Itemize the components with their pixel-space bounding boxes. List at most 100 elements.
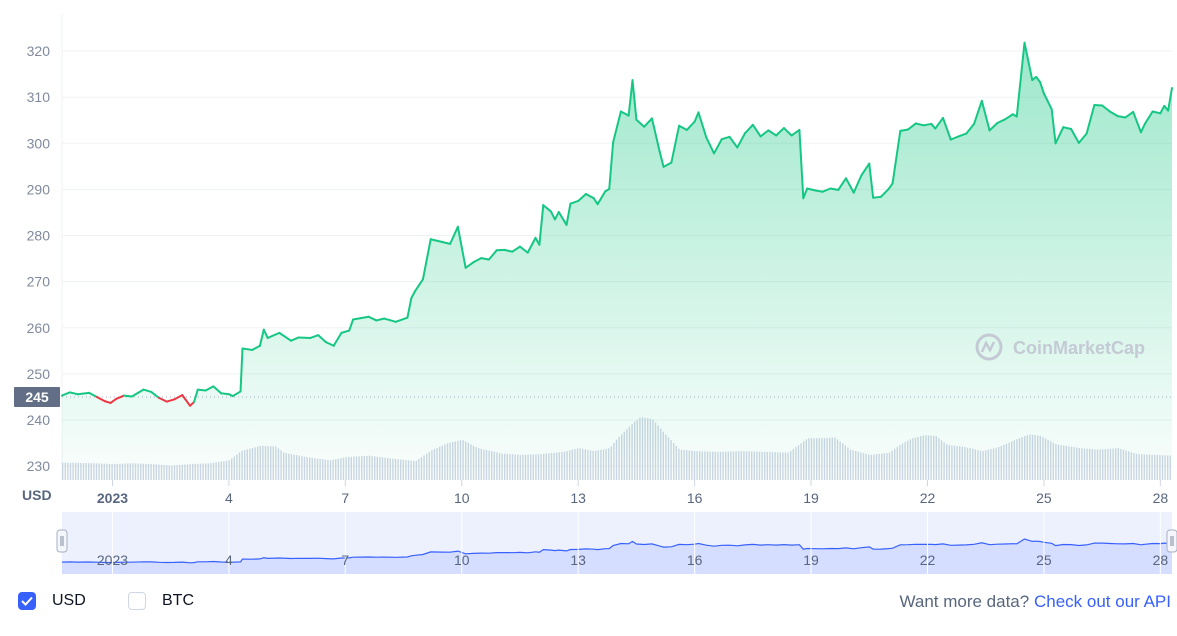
price-segment bbox=[1143, 110, 1154, 125]
navigator-left-handle[interactable] bbox=[56, 529, 68, 553]
price-segment bbox=[813, 189, 824, 193]
price-segment bbox=[907, 122, 917, 131]
price-segment bbox=[115, 394, 126, 400]
x-tick-label: 13 bbox=[570, 490, 586, 506]
y-tick-label: 270 bbox=[27, 274, 51, 290]
coinmarketcap-logo-mark-icon bbox=[980, 340, 996, 353]
current-price-badge: 245 bbox=[14, 386, 60, 407]
x-tick-label: 25 bbox=[1036, 490, 1052, 506]
usd-toggle[interactable]: USD bbox=[18, 592, 86, 610]
y-tick-label: 240 bbox=[27, 412, 51, 428]
price-segment bbox=[262, 328, 269, 339]
price-segment bbox=[538, 204, 545, 246]
price-segment bbox=[619, 110, 630, 117]
price-segment bbox=[241, 347, 254, 351]
price-segment bbox=[973, 99, 983, 125]
price-segment bbox=[980, 99, 991, 132]
price-segment bbox=[359, 315, 370, 320]
price-segment bbox=[798, 128, 805, 200]
btc-checkbox[interactable] bbox=[128, 592, 146, 610]
price-segment bbox=[829, 187, 840, 191]
price-segment bbox=[429, 238, 444, 244]
y-tick-label: 280 bbox=[27, 228, 51, 244]
price-segment bbox=[192, 388, 199, 404]
price-area-fill bbox=[62, 42, 1172, 481]
price-segment bbox=[1101, 104, 1111, 113]
price-segment bbox=[996, 118, 1007, 125]
price-segment bbox=[720, 135, 731, 141]
price-segment bbox=[289, 336, 300, 342]
price-segment bbox=[332, 331, 343, 347]
price-segment bbox=[949, 135, 960, 141]
price-segment bbox=[751, 123, 762, 138]
usd-checkbox[interactable] bbox=[18, 592, 36, 610]
price-segment bbox=[1132, 110, 1142, 134]
price-segment bbox=[1108, 110, 1119, 118]
price-segment bbox=[1015, 41, 1026, 118]
price-segment bbox=[421, 238, 432, 281]
price-segment bbox=[340, 329, 351, 334]
price-segment bbox=[868, 162, 875, 199]
api-prompt: Want more data? bbox=[899, 592, 1030, 611]
price-segment bbox=[837, 177, 847, 191]
y-tick-label: 290 bbox=[27, 181, 51, 197]
price-segment bbox=[1070, 128, 1080, 144]
price-segment bbox=[879, 187, 890, 198]
x-tick-label: 7 bbox=[341, 490, 349, 506]
price-segment bbox=[802, 187, 809, 200]
price-segment bbox=[68, 391, 79, 396]
price-segment bbox=[449, 225, 459, 245]
price-segment bbox=[553, 211, 560, 221]
price-segment bbox=[557, 211, 568, 226]
navigator-tick-label: 7 bbox=[341, 552, 349, 568]
api-promo: Want more data? Check out our API bbox=[899, 592, 1171, 612]
price-segment bbox=[670, 124, 681, 164]
navigator-ticks: 2023 4 7 10 13 16 19 22 25 28 bbox=[97, 512, 1168, 574]
navigator[interactable]: 2023 4 7 10 13 16 19 22 25 28 bbox=[56, 512, 1177, 574]
price-segment bbox=[988, 122, 999, 132]
price-segment bbox=[1004, 113, 1014, 121]
price-segment bbox=[130, 388, 145, 398]
price-segment bbox=[697, 111, 708, 139]
price-segment bbox=[165, 398, 176, 403]
price-segment bbox=[76, 391, 91, 396]
price-segment bbox=[887, 182, 894, 190]
api-link[interactable]: Check out our API bbox=[1033, 592, 1171, 611]
navigator-right-handle[interactable] bbox=[1166, 529, 1177, 553]
y-tick-label: 310 bbox=[27, 89, 51, 105]
price-chart[interactable]: 230 240 250 260 270 280 290 300 310 320 2023 4 7 10 1… bbox=[0, 0, 1177, 586]
navigator-tick-label: 22 bbox=[920, 552, 936, 568]
price-segment bbox=[650, 117, 661, 153]
btc-toggle[interactable]: BTC bbox=[128, 592, 194, 610]
price-segment bbox=[577, 193, 587, 202]
watermark-text: CoinMarketCap bbox=[1013, 338, 1145, 358]
price-segment bbox=[251, 344, 261, 351]
price-segment bbox=[220, 392, 230, 396]
navigator-tick-label: 10 bbox=[454, 552, 470, 568]
price-segment bbox=[1124, 110, 1135, 119]
price-segment bbox=[394, 316, 409, 323]
navigator-tick-label: 19 bbox=[803, 552, 819, 568]
price-segment bbox=[596, 190, 607, 206]
price-segment bbox=[95, 395, 106, 403]
price-segment bbox=[1085, 104, 1096, 135]
y-axis-ticks: 230 240 250 260 270 280 290 300 310 320 bbox=[27, 43, 51, 474]
price-segment bbox=[142, 388, 153, 393]
price-segment bbox=[821, 187, 832, 193]
price-segment bbox=[103, 400, 112, 404]
price-segment bbox=[1167, 86, 1173, 112]
price-segment bbox=[480, 257, 490, 261]
price-segment bbox=[1039, 80, 1045, 95]
price-segment bbox=[872, 195, 882, 199]
price-segment bbox=[782, 127, 793, 137]
price-segment bbox=[775, 127, 785, 137]
price-segment bbox=[542, 204, 553, 213]
price-segment bbox=[608, 141, 615, 190]
price-segment bbox=[1050, 108, 1057, 145]
price-segment bbox=[173, 394, 184, 401]
price-segment bbox=[212, 385, 223, 395]
price-segment bbox=[592, 197, 599, 206]
x-tick-label: 10 bbox=[454, 490, 470, 506]
price-segment bbox=[744, 123, 754, 135]
navigator-tick-label: 25 bbox=[1036, 552, 1052, 568]
